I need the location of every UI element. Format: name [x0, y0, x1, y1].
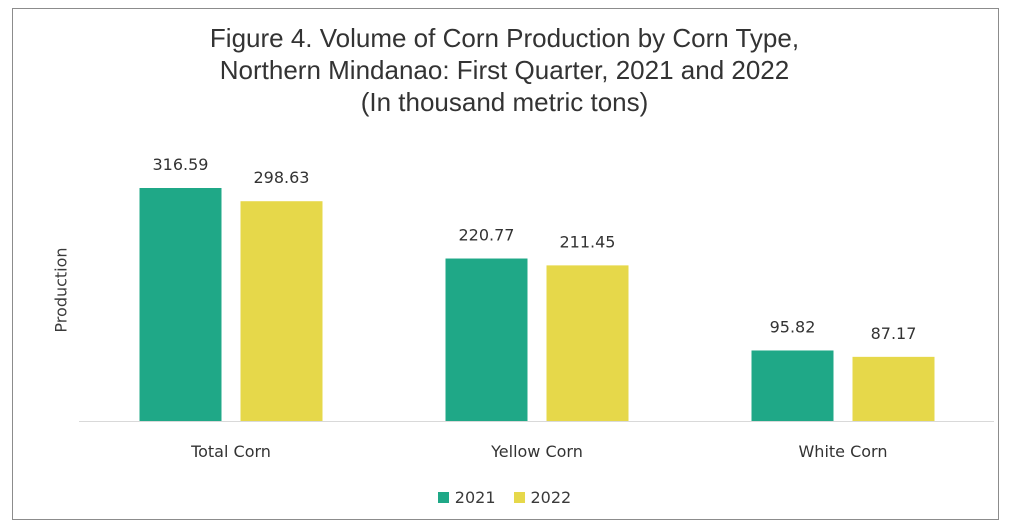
data-label-total-corn-2021: 316.59	[153, 155, 209, 174]
x-tick-label-total-corn: Total Corn	[190, 442, 271, 461]
legend-swatch-2021	[437, 492, 449, 503]
bar-white-corn-2021	[751, 350, 834, 421]
bar-total-corn-2022	[240, 201, 323, 421]
data-label-total-corn-2022: 298.63	[254, 168, 310, 187]
legend-label-2021: 2021	[454, 488, 496, 507]
bar-total-corn-2021	[139, 188, 222, 421]
data-label-yellow-corn-2022: 211.45	[560, 232, 616, 251]
legend-item-2021: 2021	[437, 488, 496, 507]
chart-title-line-1: Figure 4. Volume of Corn Production by C…	[209, 23, 800, 53]
legend: 2021 2022	[0, 488, 1009, 507]
bar-yellow-corn-2021	[445, 258, 528, 421]
x-tick-label-yellow-corn: Yellow Corn	[490, 442, 583, 461]
x-tick-label-white-corn: White Corn	[798, 442, 887, 461]
bar-white-corn-2022	[852, 356, 935, 421]
data-label-white-corn-2021: 95.82	[770, 317, 816, 336]
legend-label-2022: 2022	[530, 488, 572, 507]
data-label-white-corn-2022: 87.17	[871, 324, 917, 343]
chart-title-line-2: Northern Mindanao: First Quarter, 2021 a…	[219, 55, 790, 85]
legend-swatch-2022	[513, 492, 525, 503]
data-label-yellow-corn-2021: 220.77	[459, 226, 515, 245]
chart-title-line-3: (In thousand metric tons)	[360, 87, 649, 117]
bar-yellow-corn-2022	[546, 265, 629, 421]
legend-item-2022: 2022	[513, 488, 572, 507]
chart-title: Figure 4. Volume of Corn Production by C…	[0, 22, 1009, 118]
